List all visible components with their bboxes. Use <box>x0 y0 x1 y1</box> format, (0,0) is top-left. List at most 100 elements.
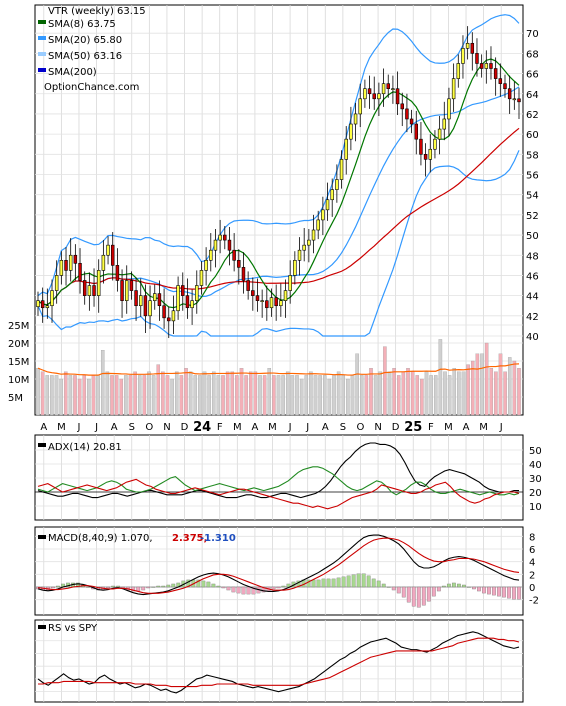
candle-body <box>204 259 208 271</box>
macd-legend: MACD(8,40,9) 1.070, 2.375, -1.310 <box>38 533 236 544</box>
volume-bar <box>133 371 137 416</box>
macd-histogram-bar <box>472 586 476 590</box>
macd-histogram-bar <box>241 586 246 595</box>
candle-body <box>358 98 362 115</box>
candle-body <box>68 254 73 271</box>
macd-histogram-bar <box>361 573 366 588</box>
candle-body <box>134 290 138 307</box>
price-y-tick: 48 <box>526 251 539 262</box>
macd-histogram-bar <box>356 573 361 588</box>
macd-histogram-bar <box>436 586 441 592</box>
volume-bar <box>54 375 59 416</box>
macd-series <box>36 534 521 608</box>
volume-bar <box>507 357 512 416</box>
macd-histogram-bar <box>146 586 151 589</box>
macd-title: MACD(8,40,9) 1.070, <box>48 533 153 544</box>
volume-bar <box>429 375 433 416</box>
macd-histogram-bar <box>391 586 396 591</box>
macd-histogram-bar <box>507 586 511 599</box>
volume-y-tick: 10M <box>8 375 29 386</box>
adx-y-tick: 50 <box>529 446 542 457</box>
rs-panel-frame <box>34 619 524 703</box>
volume-bar <box>401 371 406 416</box>
candle-body <box>115 265 120 281</box>
candle-body <box>283 290 288 301</box>
macd-histogram-bar <box>311 579 316 588</box>
volume-bar <box>346 378 350 416</box>
rs-legend: RS vs SPY <box>38 623 98 634</box>
candle-body <box>311 229 316 241</box>
volume-y-tick: 5M <box>8 393 23 404</box>
candle-body <box>512 98 517 101</box>
volume-bar <box>244 375 248 416</box>
x-tick-label: M <box>268 422 277 433</box>
candle-body <box>73 254 78 264</box>
volume-bar <box>258 375 262 416</box>
candle-body <box>517 98 521 103</box>
x-tick-label: J <box>305 422 309 433</box>
volume-bar <box>517 368 521 416</box>
volume-bar <box>489 368 494 416</box>
macd-histogram-bar <box>467 586 471 588</box>
volume-bar <box>290 375 295 416</box>
candle-body <box>363 88 367 100</box>
candle-body <box>64 259 68 271</box>
x-tick-label: F <box>217 422 223 433</box>
legend-sma50: SMA(50) 63.16 <box>48 51 122 62</box>
macd-histogram-bar <box>492 586 496 596</box>
volume-bar <box>420 378 424 416</box>
volume-bar <box>452 368 457 416</box>
macd-histogram-bar <box>196 579 201 588</box>
candle-body <box>428 148 433 160</box>
macd-panel-frame <box>34 526 524 616</box>
candle-body <box>437 128 442 140</box>
macd-histogram-bar <box>221 586 226 589</box>
source-label: OptionChance.com <box>44 82 139 93</box>
volume-bar <box>461 371 466 416</box>
candle-body <box>213 239 218 251</box>
volume-bar <box>77 378 82 416</box>
candle-body <box>456 63 461 79</box>
candle-body <box>190 300 194 309</box>
volume-bar <box>457 371 461 416</box>
macd-histogram-bar <box>286 583 291 588</box>
legend-sma200: SMA(200) <box>48 67 97 78</box>
macd-histogram-bar <box>231 586 236 593</box>
candle-body <box>451 78 456 100</box>
macd-histogram-bar <box>512 586 516 600</box>
macd-histogram-bar <box>406 586 411 603</box>
macd-histogram-bar <box>421 586 426 606</box>
volume-bar <box>230 371 235 416</box>
candle-body <box>260 300 264 302</box>
candle-body <box>101 254 106 271</box>
volume-bar <box>151 375 156 416</box>
volume-bar <box>369 368 373 416</box>
candle-body <box>237 259 241 268</box>
macd-histogram-bar <box>226 586 231 591</box>
price-legend: VTR (weekly) 63.15 SMA(8) 63.75 SMA(20) … <box>38 6 146 93</box>
macd-histogram-bar <box>161 585 166 588</box>
volume-bar <box>267 368 272 416</box>
volume-bar <box>318 375 322 416</box>
volume-bar <box>387 371 392 416</box>
macd-histogram-bar <box>366 575 371 588</box>
macd-histogram-bar <box>211 583 216 588</box>
volume-bars <box>36 339 521 416</box>
volume-bar <box>142 375 147 416</box>
candle-body <box>470 42 475 54</box>
candle-body <box>167 317 171 322</box>
volume-bar <box>276 375 281 416</box>
volume-bar <box>147 371 151 416</box>
macd-histogram-bar <box>441 585 446 588</box>
adx-title: ADX(14) 20.81 <box>48 442 122 453</box>
candle-body <box>489 63 493 69</box>
volume-bar <box>63 371 68 416</box>
macd-histogram-bar <box>141 586 146 591</box>
macd-histogram-bar <box>381 583 386 588</box>
volume-bar <box>96 375 100 416</box>
volume-average-line <box>37 363 520 376</box>
volume-bar <box>272 375 276 416</box>
candle-body <box>162 305 166 319</box>
x-tick-label: M <box>57 422 66 433</box>
volume-bar <box>295 375 299 416</box>
